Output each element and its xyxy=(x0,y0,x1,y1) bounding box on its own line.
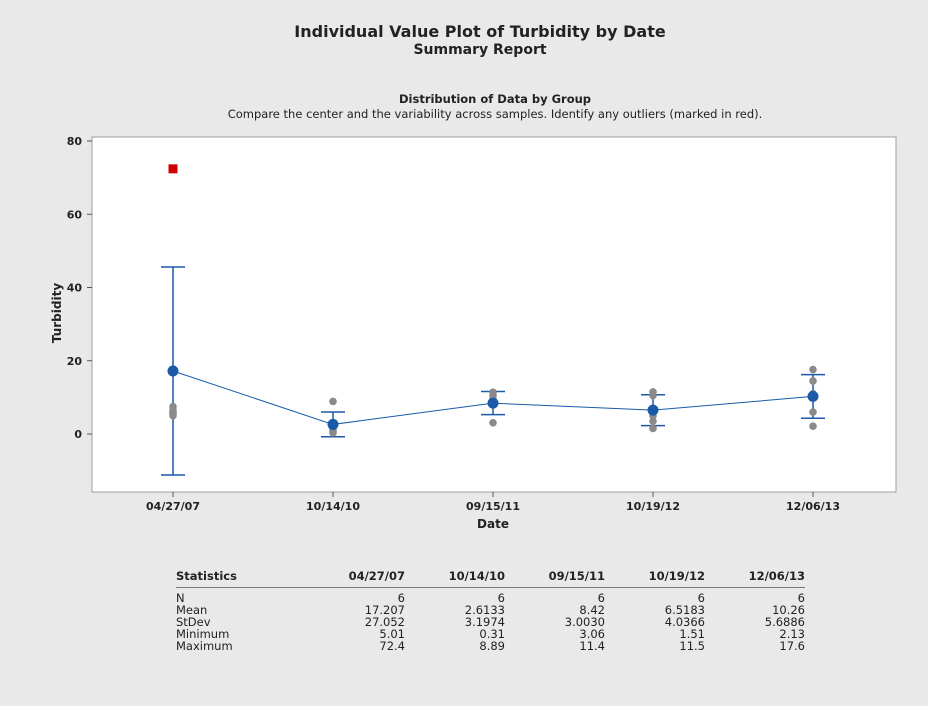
mean-marker xyxy=(807,390,819,402)
statistics-cell: 6 xyxy=(497,591,505,605)
mean-markers xyxy=(167,365,819,430)
statistics-row-label: Mean xyxy=(176,603,208,617)
outlier-markers xyxy=(168,164,178,174)
statistics-cell: 11.4 xyxy=(579,639,605,653)
y-axis: 0 20 40 60 80 xyxy=(67,135,92,441)
x-tick-label: 10/19/12 xyxy=(626,500,680,513)
mean-marker xyxy=(487,397,499,409)
statistics-cell: 5.01 xyxy=(379,627,405,641)
statistics-row: Mean 17.207 2.6133 8.42 6.5183 10.26 xyxy=(176,604,805,616)
statistics-row-label: N xyxy=(176,591,185,605)
data-point xyxy=(809,365,817,374)
statistics-header-row: Statistics 04/27/07 10/14/10 09/15/11 10/19/… xyxy=(176,565,805,588)
statistics-cell: 2.6133 xyxy=(464,603,505,617)
statistics-row: StDev 27.052 3.1974 3.0030 4.0366 5.6886 xyxy=(176,616,805,628)
data-point xyxy=(649,388,657,396)
statistics-cell: 8.42 xyxy=(579,603,605,617)
mean-marker xyxy=(647,404,659,416)
data-point xyxy=(489,388,497,397)
y-tick-label: 20 xyxy=(67,355,83,368)
statistics-row: Minimum 5.01 0.31 3.06 1.51 2.13 xyxy=(176,628,805,640)
data-point xyxy=(169,402,177,411)
statistics-header-date: 04/27/07 xyxy=(294,565,405,588)
statistics-cell: 6.5183 xyxy=(664,603,705,617)
statistics-cell: 3.0030 xyxy=(564,615,605,629)
statistics-cell: 3.06 xyxy=(579,627,605,641)
statistics-cell: 5.6886 xyxy=(764,615,805,629)
statistics-cell: 11.5 xyxy=(679,639,705,653)
statistics-row: N 6 6 6 6 6 xyxy=(176,588,805,605)
section-title: Distribution of Data by Group xyxy=(398,92,592,106)
x-tick-label: 09/15/11 xyxy=(466,500,520,513)
plot-area xyxy=(91,136,897,493)
statistics-header-date: 10/19/12 xyxy=(605,565,705,588)
data-point xyxy=(809,377,817,385)
statistics-header-label: Statistics xyxy=(176,565,294,588)
x-tick-label: 10/14/10 xyxy=(306,500,360,513)
section-description: Compare the center and the variability a… xyxy=(227,107,763,121)
statistics-header-date: 10/14/10 xyxy=(405,565,505,588)
statistics-cell: 6 xyxy=(397,591,405,605)
x-tick-label: 12/06/13 xyxy=(786,500,840,513)
data-point xyxy=(649,417,657,425)
statistics-row-label: StDev xyxy=(176,615,211,629)
outlier-marker xyxy=(168,164,178,174)
statistics-row-label: Minimum xyxy=(176,627,230,641)
statistics-cell: 27.052 xyxy=(364,615,405,629)
report-title: Individual Value Plot of Turbidity by Da… xyxy=(294,22,666,41)
statistics-cell: 72.4 xyxy=(379,639,405,653)
statistics-cell: 1.51 xyxy=(679,627,705,641)
statistics-cell: 6 xyxy=(697,591,705,605)
data-point xyxy=(649,424,657,433)
data-point xyxy=(809,422,817,430)
statistics-row: Maximum 72.4 8.89 11.4 11.5 17.6 xyxy=(176,640,805,652)
y-tick-label: 60 xyxy=(67,208,83,221)
x-axis-label: Date xyxy=(477,517,509,531)
y-tick-label: 40 xyxy=(67,282,83,295)
statistics-cell: 8.89 xyxy=(479,639,505,653)
data-point xyxy=(329,397,337,406)
statistics-header-date: 12/06/13 xyxy=(705,565,805,588)
statistics-cell: 10.26 xyxy=(772,603,805,617)
statistics-cell: 6 xyxy=(797,591,805,605)
mean-marker xyxy=(167,365,179,377)
statistics-cell: 0.31 xyxy=(479,627,505,641)
x-axis: 04/27/07 10/14/10 09/15/11 10/19/12 12/06/13 xyxy=(146,492,840,513)
y-axis-label: Turbidity xyxy=(50,283,64,343)
statistics-cell: 4.0366 xyxy=(664,615,705,629)
statistics-cell: 3.1974 xyxy=(464,615,505,629)
x-tick-label: 04/27/07 xyxy=(146,500,200,513)
y-tick-label: 80 xyxy=(67,135,83,148)
statistics-cell: 17.6 xyxy=(779,639,805,653)
statistics-cell: 2.13 xyxy=(779,627,805,641)
statistics-body: N 6 6 6 6 6 Mean 17.207 2.6133 8.42 6.5183 10.26 StD… xyxy=(176,588,805,652)
statistics-row-label: Maximum xyxy=(176,639,233,653)
data-point xyxy=(809,408,817,416)
data-point xyxy=(489,418,497,427)
y-tick-label: 0 xyxy=(74,428,82,441)
report-subtitle: Summary Report xyxy=(413,42,547,58)
statistics-header-date: 09/15/11 xyxy=(505,565,605,588)
mean-marker xyxy=(327,418,339,430)
statistics-cell: 6 xyxy=(597,591,605,605)
statistics-table: Statistics 04/27/07 10/14/10 09/15/11 10/19/… xyxy=(176,565,805,652)
statistics-cell: 17.207 xyxy=(364,603,405,617)
